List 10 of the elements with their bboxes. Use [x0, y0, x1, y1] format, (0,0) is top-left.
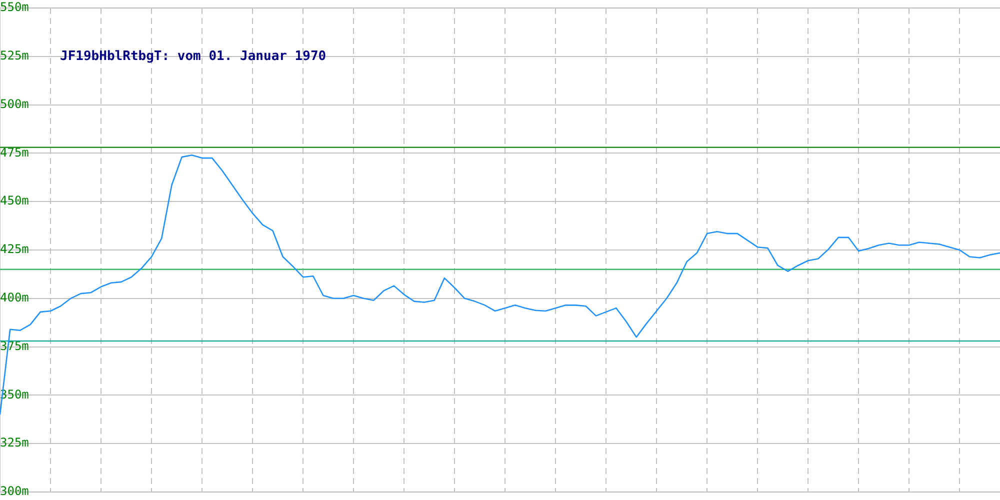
y-tick-label: 400m	[0, 290, 29, 305]
y-tick-label: 300m	[0, 484, 29, 498]
y-tick-label: 550m	[0, 0, 29, 14]
y-tick-label: 475m	[0, 145, 29, 160]
y-tick-label: 325m	[0, 436, 29, 450]
y-tick-label: 425m	[0, 242, 29, 256]
text: JF19bHblRtbgT: vom 01. Januar 1970	[60, 48, 326, 64]
y-tick-label: 500m	[0, 96, 29, 111]
y-tick-label: 450m	[0, 194, 29, 208]
y-tick-label: 525m	[0, 48, 29, 63]
